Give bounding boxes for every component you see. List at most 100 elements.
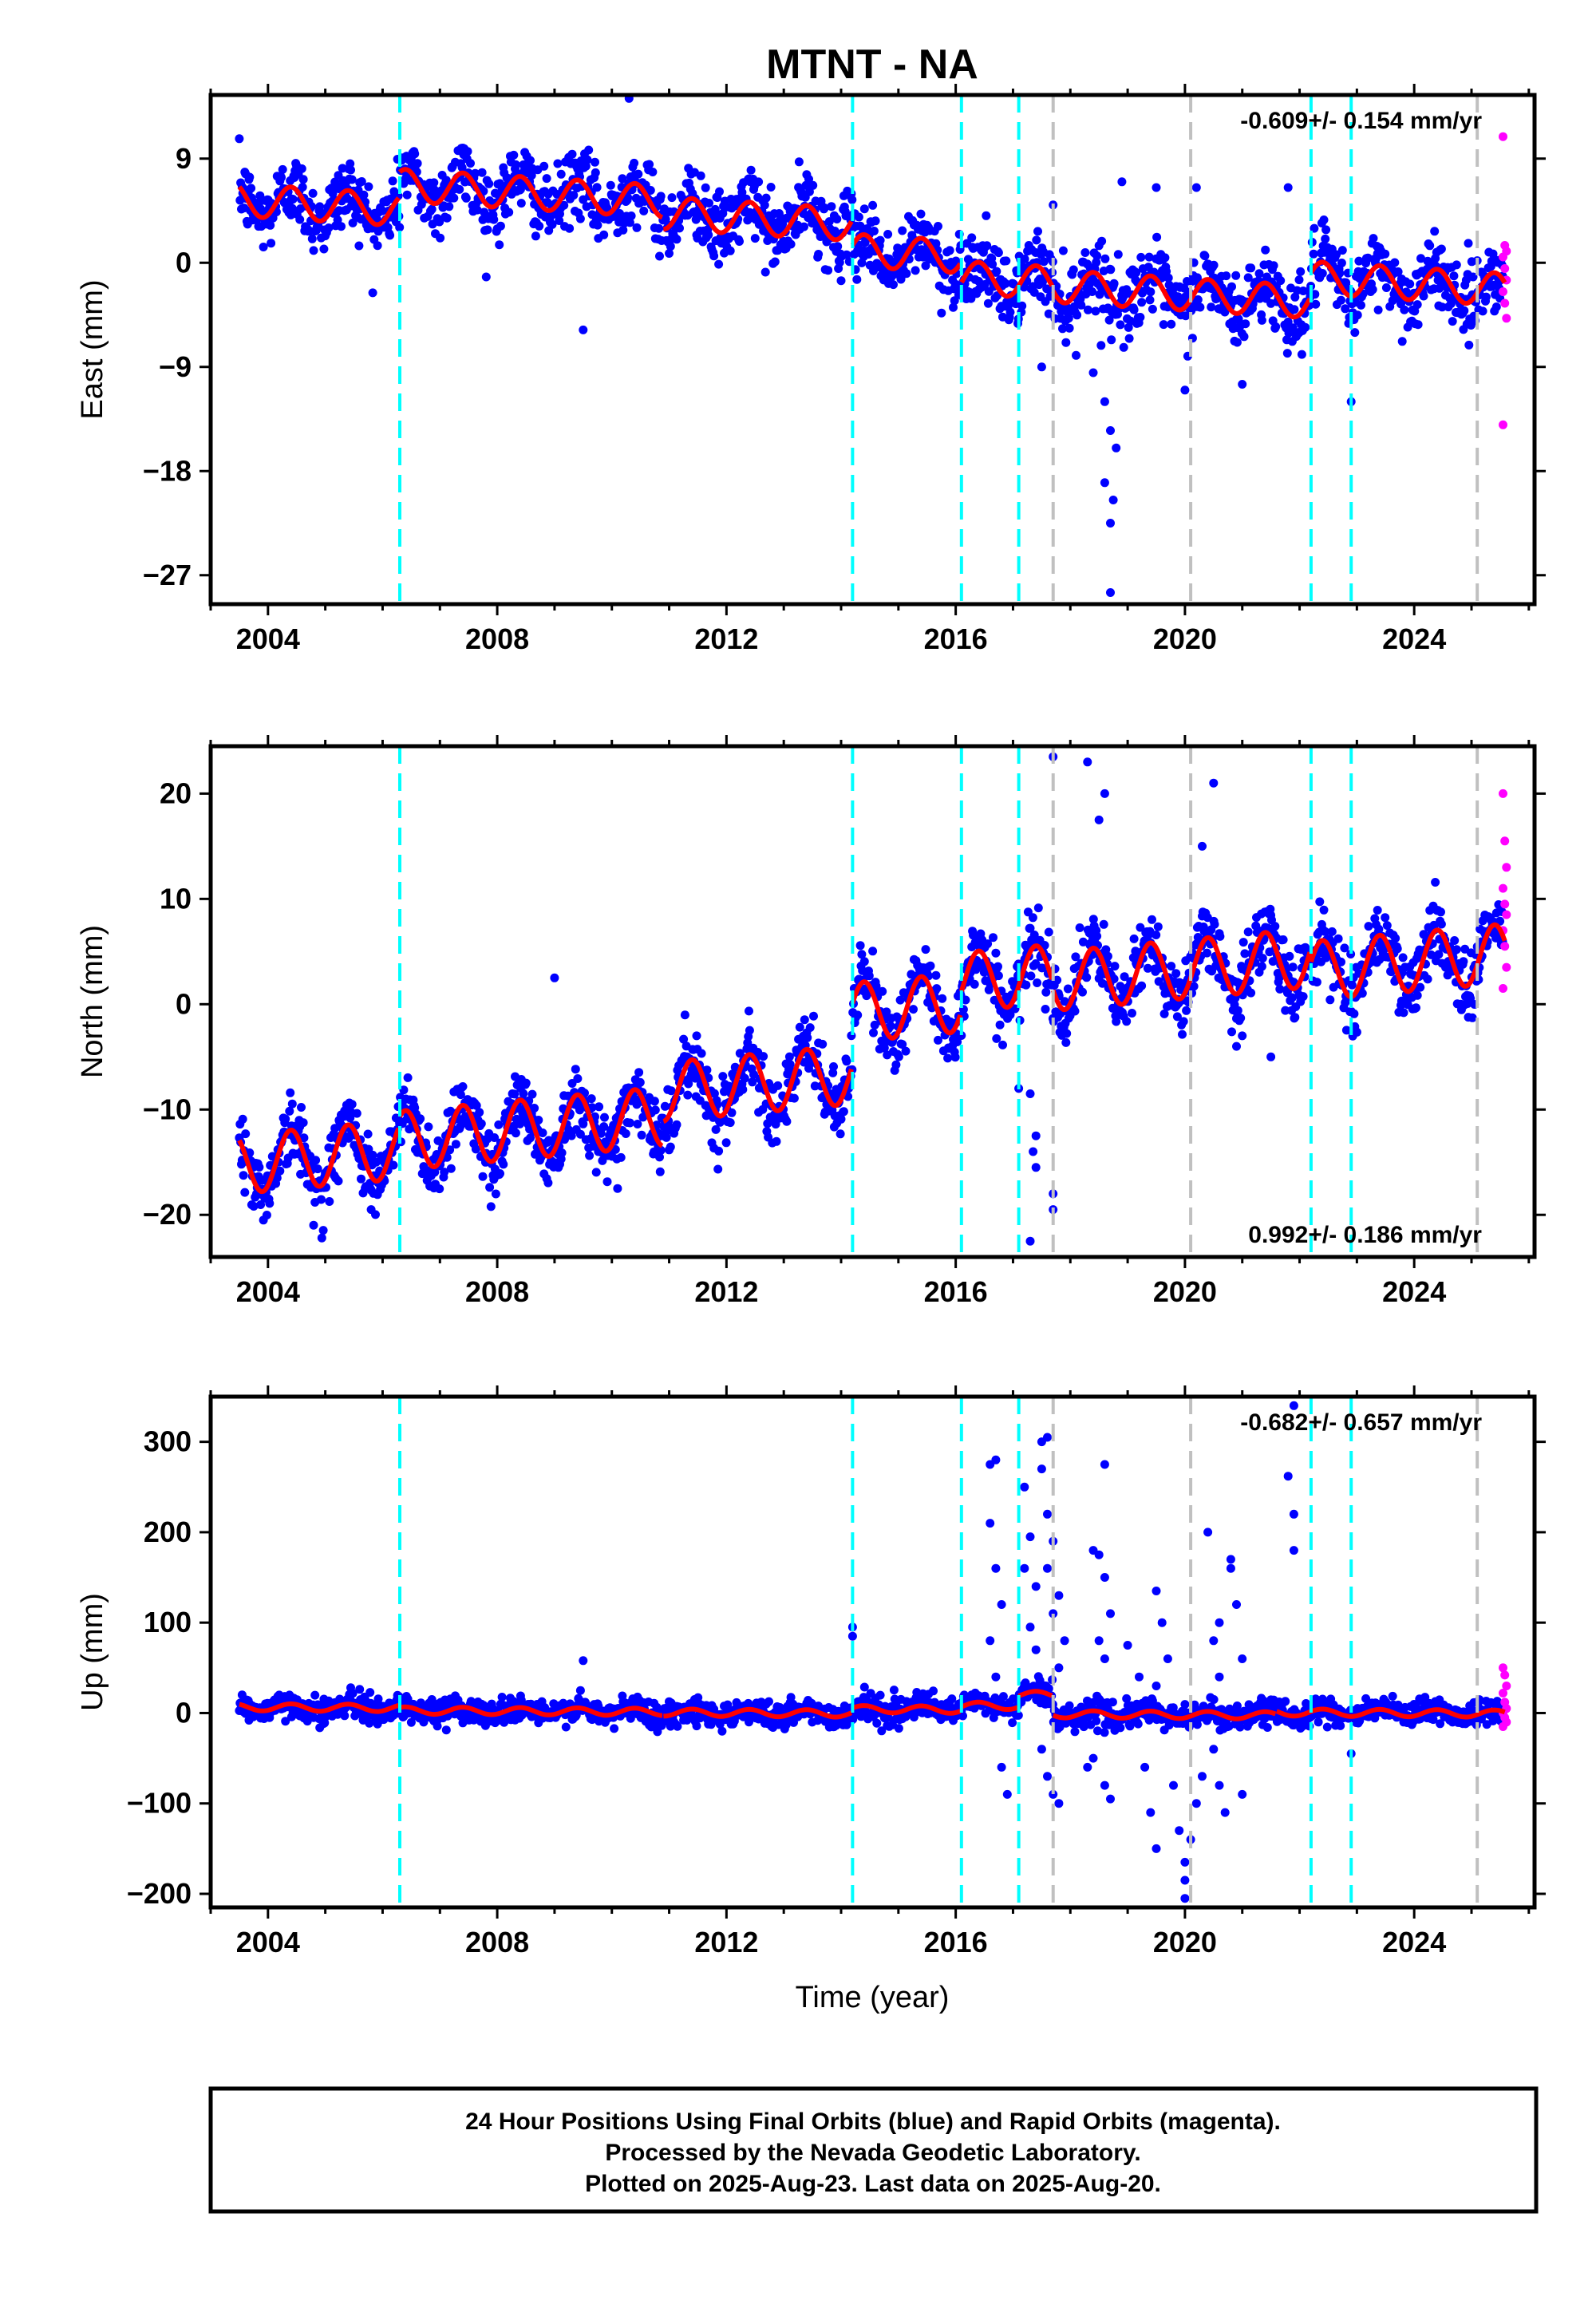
data-point — [436, 234, 444, 243]
data-point — [645, 160, 654, 169]
data-point — [1244, 927, 1253, 936]
data-point — [1337, 259, 1346, 267]
data-point — [1136, 253, 1145, 262]
data-point — [656, 1168, 665, 1176]
data-point — [1310, 250, 1318, 259]
data-point — [762, 194, 771, 203]
data-point — [1295, 275, 1304, 284]
data-point — [482, 273, 491, 282]
data-point — [771, 258, 780, 267]
data-point — [593, 183, 602, 192]
y-tick-label: 10 — [160, 882, 192, 915]
data-point — [1337, 296, 1345, 305]
data-point — [1159, 320, 1168, 329]
data-point — [267, 239, 275, 247]
data-point — [496, 222, 505, 231]
data-point — [364, 182, 373, 191]
outlier-point — [1232, 1042, 1241, 1051]
data-point — [824, 266, 832, 275]
x-tick-label: 2012 — [694, 622, 758, 655]
data-point — [717, 1727, 726, 1736]
data-point — [787, 240, 796, 249]
data-point — [673, 1722, 681, 1731]
data-point — [517, 199, 526, 207]
data-point — [1270, 922, 1279, 931]
data-point — [1320, 906, 1329, 915]
data-point — [898, 227, 907, 235]
data-point — [1082, 973, 1091, 982]
rapid-orbit-point — [1502, 963, 1511, 972]
data-point — [479, 1172, 488, 1181]
data-point — [1234, 1006, 1242, 1015]
data-point — [713, 1165, 722, 1174]
data-point — [587, 1094, 596, 1103]
data-point — [891, 1061, 900, 1069]
figure-title: MTNT - NA — [766, 41, 978, 88]
outlier-point — [1238, 1031, 1246, 1040]
rapid-orbit-point — [1502, 911, 1511, 919]
data-point — [1065, 324, 1074, 333]
data-point — [429, 178, 438, 187]
outlier-point — [613, 1184, 622, 1193]
data-point — [1276, 276, 1285, 285]
rapid-orbit-point — [1500, 836, 1509, 845]
data-point — [573, 1074, 582, 1083]
data-point — [926, 962, 935, 970]
data-point — [526, 156, 535, 165]
data-point — [1171, 969, 1180, 978]
data-point — [693, 1721, 701, 1730]
data-point — [634, 1068, 643, 1077]
data-point — [1195, 303, 1204, 312]
plot-area — [235, 94, 1511, 604]
data-point — [298, 164, 306, 173]
data-point — [633, 1120, 642, 1128]
outlier-point — [1109, 496, 1118, 504]
data-point — [603, 1177, 612, 1186]
data-point — [833, 242, 842, 251]
outlier-point — [1284, 184, 1293, 192]
y-tick-label: −27 — [143, 559, 192, 591]
data-point — [265, 1199, 274, 1207]
data-point — [277, 173, 286, 182]
data-point — [715, 188, 724, 196]
data-point — [895, 1724, 903, 1733]
data-point — [297, 1103, 306, 1112]
data-point — [1313, 978, 1321, 986]
data-point — [1148, 305, 1157, 314]
data-point — [1464, 239, 1473, 247]
final-orbit-points — [235, 878, 1507, 1243]
outlier-point — [1095, 816, 1104, 824]
data-point — [847, 196, 856, 204]
data-point — [403, 191, 412, 200]
data-point — [1315, 897, 1324, 906]
data-point — [1114, 250, 1123, 259]
outlier-point — [1238, 380, 1246, 389]
data-point — [1033, 227, 1042, 235]
data-point — [1258, 316, 1266, 325]
data-point — [1353, 310, 1362, 319]
data-point — [668, 193, 677, 202]
data-point — [1146, 287, 1155, 296]
data-point — [1285, 952, 1294, 961]
data-point — [475, 1108, 484, 1117]
y-tick-label: 20 — [160, 777, 192, 809]
data-point — [772, 1137, 781, 1146]
data-point — [245, 173, 254, 182]
data-point — [553, 160, 562, 168]
data-point — [639, 207, 648, 215]
data-point — [477, 1120, 486, 1128]
outlier-point — [1026, 1237, 1035, 1246]
data-point — [1233, 338, 1242, 347]
rapid-orbit-point — [1500, 264, 1509, 273]
data-point — [902, 269, 911, 278]
data-point — [651, 1105, 660, 1114]
data-point — [666, 1143, 675, 1152]
data-point — [1106, 265, 1115, 274]
data-point — [911, 266, 920, 275]
data-point — [909, 1005, 918, 1014]
data-point — [1382, 283, 1391, 292]
data-point — [1041, 988, 1050, 997]
data-point — [1241, 319, 1250, 328]
data-point — [1122, 1017, 1131, 1026]
x-tick-label: 2020 — [1153, 622, 1217, 655]
